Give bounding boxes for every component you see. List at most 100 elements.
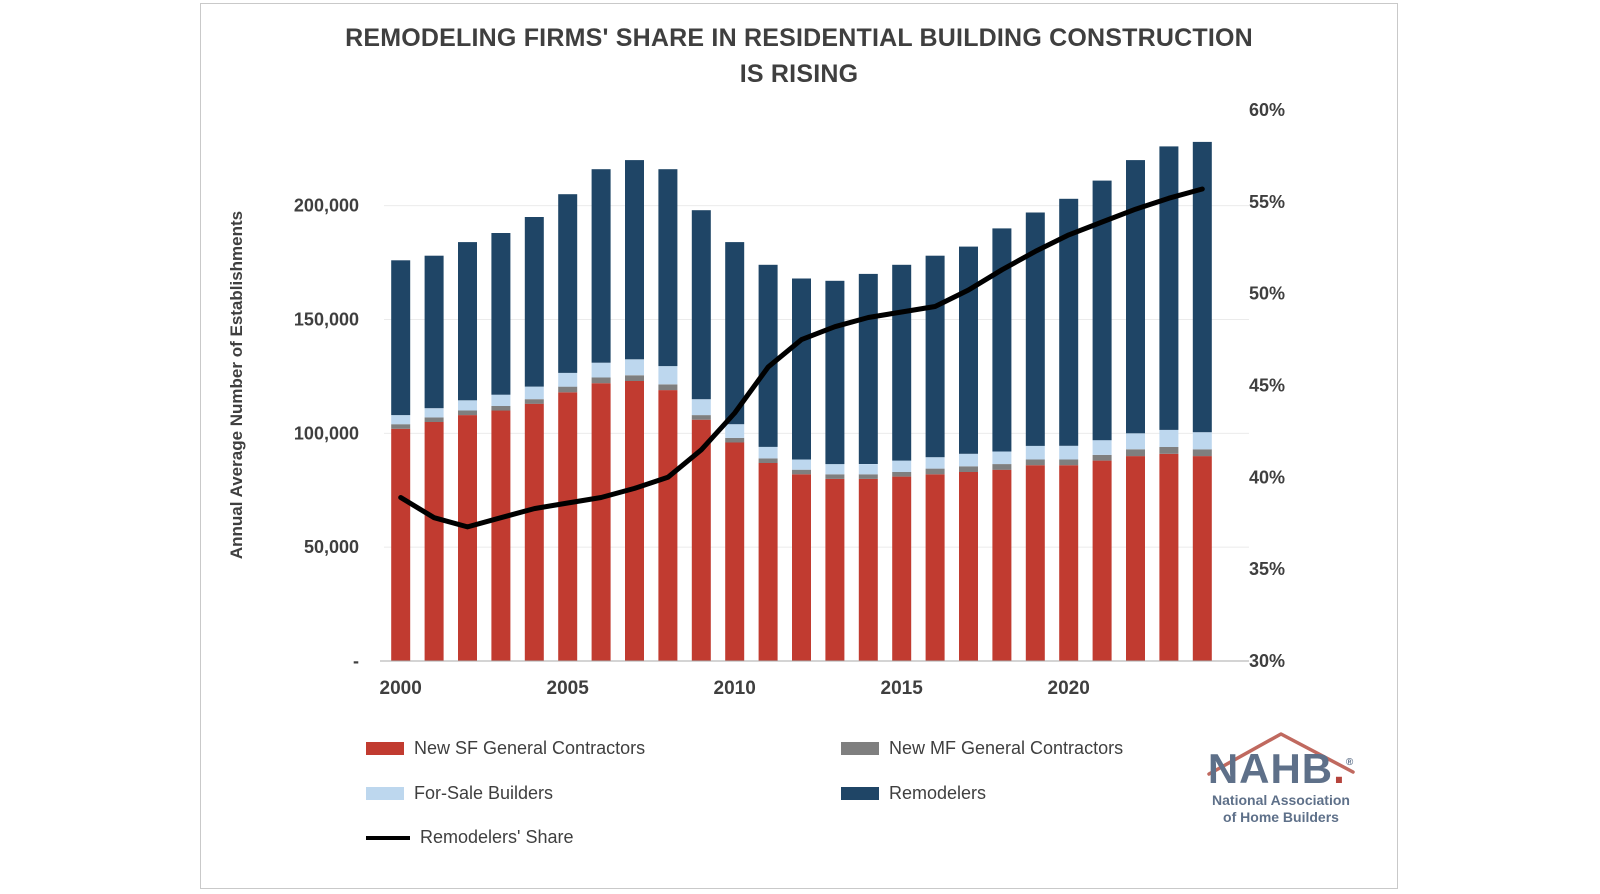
bar-segment [1059, 459, 1079, 466]
bar-segment [591, 377, 611, 384]
bar-segment [892, 460, 912, 472]
bar-segment [725, 437, 745, 443]
bar-segment [725, 442, 745, 661]
nahb-roof-icon [1207, 732, 1355, 776]
bar-segment [424, 417, 444, 422]
bar-segment [491, 406, 511, 411]
bar-segment [558, 386, 578, 393]
bar-segment [491, 410, 511, 661]
bar-segment [858, 474, 878, 479]
bar-segment [959, 246, 978, 454]
bar-segment [691, 210, 711, 400]
right-axis-tick: 35% [1249, 559, 1285, 579]
bar-segment [1025, 212, 1045, 446]
legend-line-swatch [366, 835, 410, 840]
bar-segment [1025, 465, 1045, 661]
legend-item-new-sf: New SF General Contractors [366, 738, 645, 759]
chart-title-line2: IS RISING [739, 60, 859, 89]
bar-segment [391, 260, 411, 416]
bar-segment [691, 415, 711, 420]
legend-label-remodelers-share: Remodelers' Share [420, 827, 574, 847]
bar-segment [925, 468, 945, 475]
chart-card: REMODELING FIRMS' SHARE IN RESIDENTIAL B… [200, 3, 1398, 889]
bar-segment [524, 217, 544, 387]
bar-segment [892, 472, 912, 477]
x-axis-tick: 2020 [1048, 678, 1090, 699]
bar-segment [391, 415, 411, 425]
bar-segment [591, 362, 611, 378]
bar-segment [1059, 198, 1079, 446]
bar-segment [892, 476, 912, 661]
chart-title-line1: REMODELING FIRMS' SHARE IN RESIDENTIAL B… [345, 24, 1253, 52]
bar-segment [524, 399, 544, 404]
stacked-bar-line-chart: - 50,000 100,000 150,000 200,000 30% 35% 40% 45%… [294, 100, 1285, 699]
chart-title: REMODELING FIRMS' SHARE IN RESIDENTIAL B… [201, 20, 1397, 93]
bar-segment [424, 408, 444, 418]
nahb-wordmark: NAHB.® [1207, 745, 1355, 792]
bar-segment [959, 453, 978, 467]
bar-segment [625, 380, 644, 661]
x-axis-tick: 2010 [714, 678, 756, 699]
bar-segment [558, 373, 578, 387]
right-axis-tick: 45% [1249, 376, 1285, 396]
left-axis-tick: 50,000 [304, 537, 359, 557]
bar-segment [1192, 456, 1212, 661]
bar-segment [1159, 447, 1179, 454]
legend-label-remodelers: Remodelers [889, 783, 987, 803]
legend-item-remodelers-share: Remodelers' Share [366, 827, 574, 848]
bar-segment [959, 466, 978, 472]
bar-segment [992, 464, 1012, 470]
bar-segment [758, 458, 778, 463]
nahb-subtitle-line1: National Association [1212, 792, 1350, 808]
left-axis-tick: - [353, 651, 359, 671]
legend-swatch-new-mf [841, 742, 879, 755]
bar-segment [1059, 445, 1079, 460]
bar-segment [1025, 445, 1045, 460]
bar-segment [758, 264, 778, 447]
remodelers-share-line [398, 186, 1205, 530]
bar-segment [558, 194, 578, 373]
legend-label-new-sf: New SF General Contractors [414, 738, 646, 758]
bar-segment [758, 447, 778, 459]
left-axis-tick: 150,000 [294, 310, 359, 330]
bar-segment [524, 386, 544, 400]
bar-segment [558, 392, 578, 661]
bar-segment [1126, 433, 1145, 450]
bar-segment [458, 410, 477, 416]
bar-segment [458, 400, 477, 411]
bar-segment [591, 383, 611, 661]
bar-segment [625, 160, 644, 360]
bar-segment [858, 464, 878, 475]
bar-segment [491, 233, 511, 395]
right-axis-tick: 50% [1249, 284, 1285, 304]
bar-segment [792, 459, 811, 470]
bar-segment [1126, 160, 1145, 434]
bar-segment [858, 478, 878, 661]
legend-swatch-remodelers [841, 787, 879, 800]
bar-segment [625, 375, 644, 381]
bar-segment [1092, 460, 1112, 661]
bar-segment [792, 474, 811, 661]
x-axis-tick: 2000 [380, 678, 422, 699]
bar-segment [992, 469, 1012, 661]
bar-segment [1025, 459, 1045, 466]
legend: New SF General Contractors New MF Genera… [201, 4, 1397, 888]
bar-segment [725, 424, 745, 438]
right-axis-tick: 30% [1249, 651, 1285, 671]
bar-segment [925, 457, 945, 469]
bar-segment [658, 366, 678, 385]
bar-segment [1192, 141, 1212, 433]
bar-segment [458, 415, 477, 661]
right-axis-tick: 40% [1249, 467, 1285, 487]
bar-segment [1159, 146, 1179, 430]
bar-segment [658, 384, 678, 391]
right-axis-tick: 60% [1249, 100, 1285, 120]
bar-segment [391, 428, 411, 661]
bar-segment [925, 474, 945, 661]
bar-segment [591, 169, 611, 363]
bar-segment [691, 419, 711, 661]
bar-segment [1159, 429, 1179, 447]
legend-label-new-mf: New MF General Contractors [889, 738, 1124, 758]
bar-segment [1092, 454, 1112, 461]
bar-segment [858, 273, 878, 464]
